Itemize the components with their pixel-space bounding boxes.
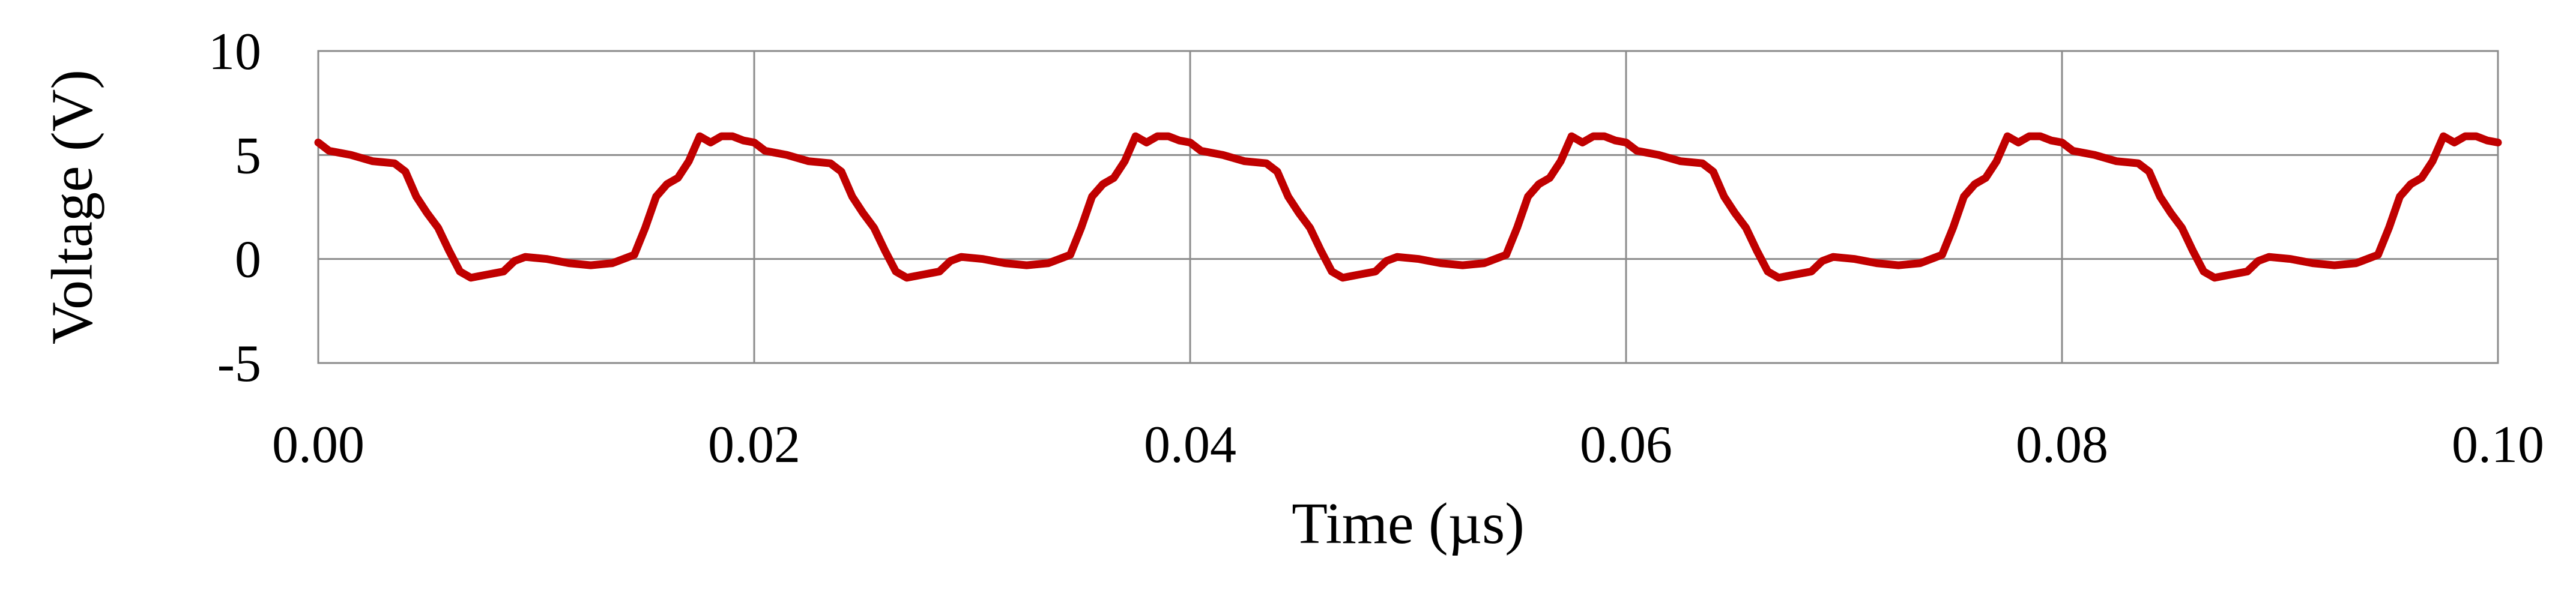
- x-tick-label: 0.06: [1580, 416, 1672, 474]
- x-axis-title: Time (µs): [1292, 491, 1525, 556]
- series-layer: [314, 132, 2502, 282]
- plot-area-frame: [317, 50, 2499, 364]
- y-tick-label: -5: [217, 335, 261, 393]
- y-tick-label: 10: [208, 23, 261, 81]
- x-tick-label: 0.02: [708, 416, 800, 474]
- y-axis-title: Voltage (V): [40, 70, 104, 344]
- x-tick-label: 0.10: [2452, 416, 2544, 474]
- y-tick-labels: -5 0 5 10: [208, 23, 261, 393]
- x-tick-label: 0.08: [2016, 416, 2108, 474]
- y-tick-label: 5: [235, 127, 261, 185]
- x-tick-label: 0.00: [272, 416, 364, 474]
- x-tick-labels: 0.00 0.02 0.04 0.06 0.08 0.10: [272, 416, 2544, 474]
- voltage-series-line: [314, 132, 2502, 282]
- y-tick-label: 0: [235, 231, 261, 289]
- x-tick-label: 0.04: [1144, 416, 1236, 474]
